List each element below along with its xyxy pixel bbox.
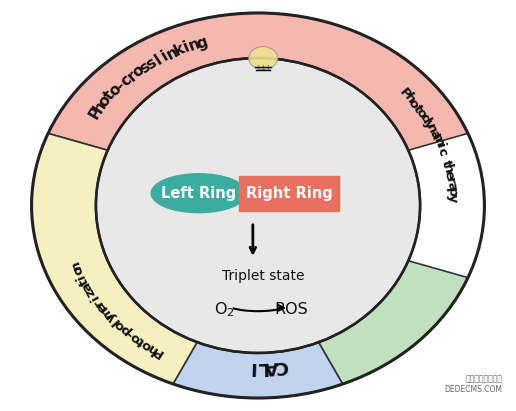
Text: o: o xyxy=(95,92,114,110)
Text: P: P xyxy=(150,343,166,359)
Text: r: r xyxy=(443,176,457,185)
Text: C: C xyxy=(273,356,288,376)
Text: r: r xyxy=(91,296,105,308)
Text: h: h xyxy=(144,340,159,356)
Text: p: p xyxy=(117,321,133,337)
Text: P: P xyxy=(86,104,105,121)
Text: n: n xyxy=(164,44,181,62)
Text: t: t xyxy=(439,158,453,167)
Text: Right Ring: Right Ring xyxy=(246,186,332,201)
Text: m: m xyxy=(429,131,446,149)
Text: i: i xyxy=(182,39,192,55)
Text: c: c xyxy=(435,145,449,157)
Ellipse shape xyxy=(151,174,247,212)
Text: m: m xyxy=(97,302,116,321)
Text: o: o xyxy=(406,96,421,111)
Text: o: o xyxy=(139,337,154,353)
Text: ROS: ROS xyxy=(275,302,309,317)
Polygon shape xyxy=(31,134,197,384)
Text: c: c xyxy=(118,72,135,89)
Text: o: o xyxy=(127,329,143,345)
Text: s: s xyxy=(137,59,153,76)
Text: A: A xyxy=(264,358,279,376)
Text: Triplet state: Triplet state xyxy=(222,269,304,283)
Text: L: L xyxy=(255,358,267,376)
Text: y: y xyxy=(445,194,459,203)
Text: s: s xyxy=(143,55,159,72)
Text: k: k xyxy=(172,41,187,59)
Text: P: P xyxy=(396,86,413,102)
Text: 织梦内容管理系统
DEDECMS.COM: 织梦内容管理系统 DEDECMS.COM xyxy=(444,374,503,394)
Text: i: i xyxy=(87,292,101,302)
Text: h: h xyxy=(91,98,109,115)
Text: o: o xyxy=(413,106,429,120)
Text: p: p xyxy=(445,187,459,198)
Text: n: n xyxy=(424,122,439,136)
Text: t: t xyxy=(77,276,91,287)
Text: h: h xyxy=(440,163,455,175)
Text: t: t xyxy=(102,88,118,103)
Text: o: o xyxy=(130,62,147,81)
Text: o: o xyxy=(71,263,86,277)
Text: y: y xyxy=(421,117,436,130)
Text: l: l xyxy=(152,52,165,67)
Text: d: d xyxy=(417,111,433,126)
Text: a: a xyxy=(444,181,458,192)
Text: e: e xyxy=(442,169,456,180)
Polygon shape xyxy=(319,261,468,384)
Text: -: - xyxy=(113,78,128,93)
Text: t: t xyxy=(410,102,425,114)
Text: i: i xyxy=(74,271,88,280)
Text: z: z xyxy=(83,285,98,298)
Text: e: e xyxy=(94,300,110,314)
Text: o: o xyxy=(112,317,128,333)
Polygon shape xyxy=(173,342,343,398)
Text: a: a xyxy=(427,128,442,141)
Text: r: r xyxy=(124,68,140,84)
Text: g: g xyxy=(195,34,209,51)
Text: i: i xyxy=(159,48,171,64)
Text: o: o xyxy=(106,82,124,99)
Text: n: n xyxy=(68,258,84,271)
FancyBboxPatch shape xyxy=(239,176,339,210)
Text: Left Ring: Left Ring xyxy=(161,186,236,201)
Text: -: - xyxy=(123,327,137,340)
Text: n: n xyxy=(186,36,202,54)
Text: t: t xyxy=(134,334,148,348)
Text: l: l xyxy=(109,315,122,327)
Text: I: I xyxy=(248,358,255,376)
Ellipse shape xyxy=(96,58,420,353)
Polygon shape xyxy=(48,13,468,150)
Text: y: y xyxy=(103,309,119,324)
Text: $\mathrm{O_2}$: $\mathrm{O_2}$ xyxy=(214,300,235,319)
Text: i: i xyxy=(433,141,447,150)
Circle shape xyxy=(249,46,278,69)
Text: a: a xyxy=(79,279,95,293)
Text: h: h xyxy=(401,91,417,106)
